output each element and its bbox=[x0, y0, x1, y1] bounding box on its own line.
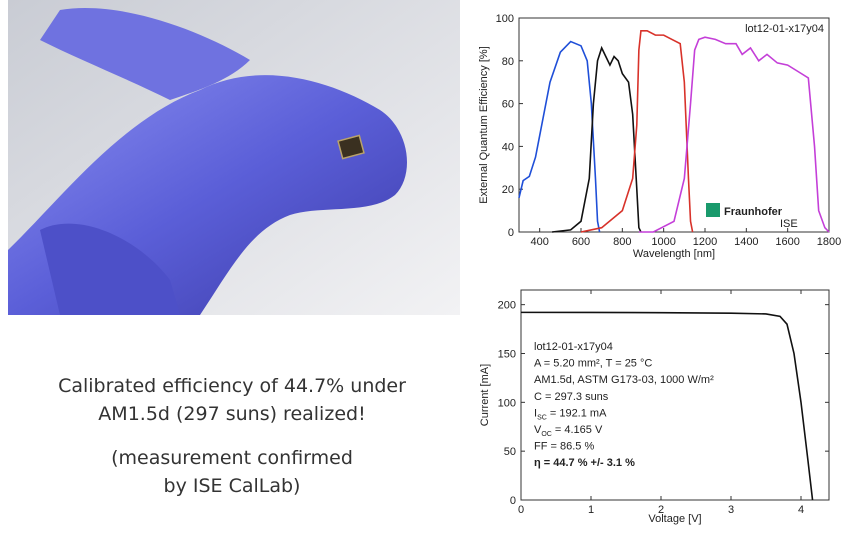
x-tick-label: 600 bbox=[572, 236, 590, 248]
series-line bbox=[639, 37, 829, 232]
x-tick-label: 1000 bbox=[651, 236, 675, 248]
y-tick-label: 100 bbox=[498, 397, 516, 409]
photo bbox=[8, 0, 460, 315]
y-tick-label: 60 bbox=[502, 99, 514, 111]
caption-line: by ISE CalLab) bbox=[164, 475, 301, 497]
caption-line: Calibrated efficiency of 44.7% under bbox=[58, 375, 406, 397]
x-tick-label: 0 bbox=[518, 504, 524, 516]
x-tick-label: 800 bbox=[613, 236, 631, 248]
y-axis-label: External Quantum Efficiency [%] bbox=[478, 46, 490, 204]
slide: Calibrated efficiency of 44.7% under AM1.… bbox=[0, 0, 844, 534]
x-tick-label: 4 bbox=[798, 504, 804, 516]
plot-frame bbox=[519, 18, 829, 232]
annotation: FF = 86.5 % bbox=[534, 441, 594, 453]
y-tick-label: 200 bbox=[498, 300, 516, 312]
y-tick-label: 100 bbox=[496, 13, 514, 25]
x-axis-label: Voltage [V] bbox=[648, 513, 701, 525]
annotation-text: = 4.165 V bbox=[552, 424, 603, 436]
annotation: η = 44.7 % +/- 3.1 % bbox=[534, 457, 635, 469]
annotation: AM1.5d, ASTM G173-03, 1000 W/m² bbox=[534, 374, 714, 386]
logo-icon bbox=[706, 203, 720, 217]
y-tick-label: 0 bbox=[510, 495, 516, 507]
logo-text: Fraunhofer bbox=[724, 206, 783, 218]
series-line bbox=[519, 42, 600, 232]
annotation: lot12-01-x17y04 bbox=[534, 341, 613, 353]
annotation: VOC = 4.165 V bbox=[534, 424, 603, 438]
page: Calibrated efficiency of 44.7% under AM1.… bbox=[0, 0, 844, 534]
x-axis-label: Wavelength [nm] bbox=[633, 248, 715, 260]
annotation: A = 5.20 mm², T = 25 °C bbox=[534, 358, 652, 370]
y-tick-label: 20 bbox=[502, 184, 514, 196]
x-tick-label: 400 bbox=[530, 236, 548, 248]
y-tick-label: 150 bbox=[498, 348, 516, 360]
y-tick-label: 40 bbox=[502, 141, 514, 153]
annotation-text: = 192.1 mA bbox=[547, 407, 607, 419]
x-tick-label: 1200 bbox=[693, 236, 717, 248]
annotation: lot12-01-x17y04 bbox=[745, 23, 824, 35]
x-tick-label: 1 bbox=[588, 504, 594, 516]
x-tick-label: 1800 bbox=[817, 236, 841, 248]
caption-line: AM1.5d (297 suns) realized! bbox=[98, 403, 365, 425]
annotation-subscript: SC bbox=[537, 414, 547, 421]
x-tick-label: 1400 bbox=[734, 236, 758, 248]
caption-line: (measurement confirmed bbox=[111, 447, 353, 469]
y-tick-label: 0 bbox=[508, 227, 514, 239]
annotation: C = 297.3 suns bbox=[534, 391, 609, 403]
x-tick-label: 1600 bbox=[775, 236, 799, 248]
y-tick-label: 80 bbox=[502, 56, 514, 68]
x-tick-label: 3 bbox=[728, 504, 734, 516]
logo-subtext: ISE bbox=[780, 218, 798, 230]
annotation-subscript: OC bbox=[541, 431, 552, 438]
y-axis-label: Current [mA] bbox=[479, 364, 491, 426]
annotation: ISC = 192.1 mA bbox=[534, 407, 607, 421]
y-tick-label: 50 bbox=[504, 446, 516, 458]
